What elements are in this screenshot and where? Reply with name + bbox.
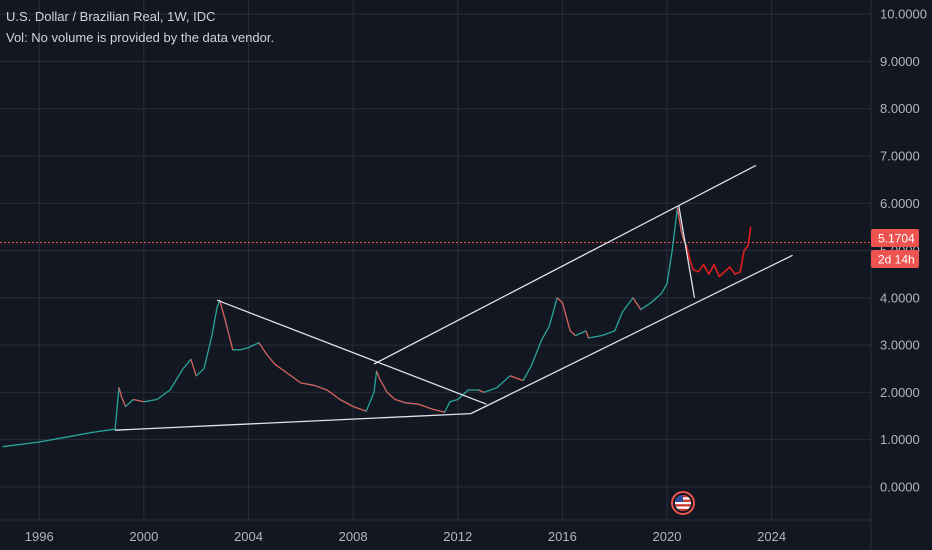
y-tick-label: 6.0000 [880, 196, 920, 211]
x-tick-label: 2008 [339, 529, 368, 544]
down-segment [561, 302, 571, 332]
down-segment [287, 373, 302, 384]
down-segment [405, 402, 419, 405]
y-tick-label: 0.0000 [880, 479, 920, 494]
down-segment [478, 389, 485, 393]
down-segment [266, 354, 276, 365]
last-price-marker: 5.1704 2d 14h [871, 229, 919, 268]
y-tick-label: 7.0000 [880, 149, 920, 164]
down-segment [274, 363, 289, 374]
countdown-badge-value: 2d 14h [878, 253, 915, 267]
down-segment [352, 406, 367, 412]
y-tick-label: 2.0000 [880, 385, 920, 400]
chart-axes [0, 0, 872, 550]
down-segment [378, 377, 388, 393]
x-tick-label: 2000 [129, 529, 158, 544]
price-axis-labels[interactable]: 0.00001.00002.00003.00004.00005.00006.00… [880, 7, 927, 495]
down-segment [418, 403, 432, 410]
down-segment [676, 207, 682, 232]
down-segment [258, 342, 268, 355]
trendline [678, 205, 696, 298]
down-segment [632, 297, 642, 310]
us-flag-icon[interactable] [671, 491, 695, 515]
price-badge-bg [871, 229, 919, 247]
down-segment [224, 318, 234, 350]
down-segment [118, 387, 123, 398]
trendline [216, 299, 487, 405]
down-segment [376, 370, 380, 379]
down-segment [219, 300, 226, 320]
price-series [0, 207, 871, 448]
down-segment [585, 330, 590, 339]
y-tick-label: 1.0000 [880, 432, 920, 447]
trendline [373, 164, 757, 365]
projection-line [685, 226, 752, 278]
x-tick-label: 2012 [443, 529, 472, 544]
down-segment [394, 398, 406, 404]
down-segment [509, 375, 524, 382]
time-axis-labels[interactable]: 1996 2000 2004 2008 2012 2016 2020 2024 [25, 529, 786, 544]
price-history-line [2, 207, 688, 448]
y-tick-label: 3.0000 [880, 338, 920, 353]
down-segment [431, 408, 445, 413]
volume-note: Vol: No volume is provided by the data v… [6, 30, 275, 45]
countdown-badge-bg [871, 250, 919, 268]
y-tick-label: 4.0000 [880, 290, 920, 305]
down-segment [680, 231, 685, 242]
x-tick-label: 2016 [548, 529, 577, 544]
down-segment [133, 398, 144, 403]
down-segment [121, 396, 127, 407]
y-tick-label: 8.0000 [880, 101, 920, 116]
trendlines[interactable] [115, 164, 793, 431]
down-segment [386, 391, 396, 400]
x-tick-label: 2004 [234, 529, 263, 544]
y-tick-label: 9.0000 [880, 54, 920, 69]
down-segment [556, 297, 563, 303]
y-tick-label: 10.0000 [880, 7, 927, 22]
down-segment [190, 359, 197, 376]
x-tick-label: 2024 [757, 529, 786, 544]
chart-legend: U.S. Dollar / Brazilian Real, 1W, IDC Vo… [6, 6, 274, 48]
down-segment [313, 384, 328, 391]
trendline [470, 254, 793, 415]
down-segment [339, 398, 354, 408]
down-segment [326, 389, 341, 400]
symbol-title[interactable]: U.S. Dollar / Brazilian Real, 1W, IDC [6, 9, 216, 24]
trendline [115, 412, 471, 431]
price-badge-value: 5.1704 [878, 232, 915, 246]
x-tick-label: 2020 [653, 529, 682, 544]
down-segment [300, 382, 314, 386]
chart-grid [0, 0, 871, 520]
down-segment [569, 330, 576, 337]
x-tick-label: 1996 [25, 529, 54, 544]
